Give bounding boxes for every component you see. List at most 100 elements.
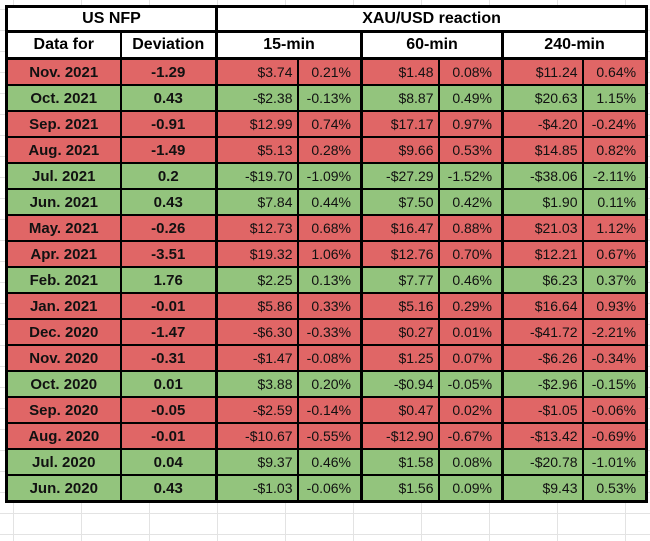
cell-240min-pct: 0.93% (582, 292, 648, 320)
cell-15min-pct: 0.20% (297, 370, 363, 398)
cell-15min-usd: $3.88 (215, 370, 299, 398)
cell-deviation: -0.01 (119, 292, 218, 320)
table-row: Sep. 2021 -0.91 $12.99 0.74% $17.17 0.97… (5, 110, 648, 138)
cell-15min-pct: -0.14% (297, 396, 363, 424)
cell-deviation: -1.29 (119, 57, 218, 86)
cell-60min-pct: 0.02% (438, 396, 504, 424)
cell-deviation: 0.2 (119, 162, 218, 190)
spreadsheet-canvas: US NFP XAU/USD reaction Data for Deviati… (5, 5, 649, 503)
cell-deviation: 0.43 (119, 84, 218, 112)
cell-240min-usd: -$4.20 (501, 110, 584, 138)
cell-60min-pct: 0.08% (438, 448, 504, 476)
nfp-xauusd-reaction-table: US NFP XAU/USD reaction Data for Deviati… (5, 5, 649, 503)
cell-60min-usd: -$12.90 (360, 422, 440, 450)
cell-15min-usd: $12.99 (215, 110, 299, 138)
cell-15min-pct: 1.06% (297, 240, 363, 268)
cell-15min-pct: -0.33% (297, 318, 363, 346)
cell-240min-usd: $1.90 (501, 188, 584, 216)
cell-15min-pct: 0.13% (297, 266, 363, 294)
cell-60min-pct: 0.01% (438, 318, 504, 346)
cell-60min-usd: $9.66 (360, 136, 440, 164)
cell-deviation: 0.01 (119, 370, 218, 398)
cell-deviation: -0.05 (119, 396, 218, 424)
table-row: Jun. 2020 0.43 -$1.03 -0.06% $1.56 0.09%… (5, 474, 648, 503)
cell-240min-usd: -$20.78 (501, 448, 584, 476)
cell-60min-pct: 0.49% (438, 84, 504, 112)
cell-240min-pct: -0.69% (582, 422, 648, 450)
cell-60min-usd: $7.77 (360, 266, 440, 294)
cell-15min-pct: -0.08% (297, 344, 363, 372)
table-row: Jul. 2021 0.2 -$19.70 -1.09% -$27.29 -1.… (5, 162, 648, 190)
table-row: Nov. 2021 -1.29 $3.74 0.21% $1.48 0.08% … (5, 57, 648, 86)
cell-deviation: -0.91 (119, 110, 218, 138)
cell-240min-pct: 0.11% (582, 188, 648, 216)
table-body: Nov. 2021 -1.29 $3.74 0.21% $1.48 0.08% … (5, 57, 648, 503)
cell-240min-usd: $21.03 (501, 214, 584, 242)
cell-60min-usd: $12.76 (360, 240, 440, 268)
cell-240min-pct: -2.21% (582, 318, 648, 346)
cell-60min-usd: $0.27 (360, 318, 440, 346)
table-row: Jun. 2021 0.43 $7.84 0.44% $7.50 0.42% $… (5, 188, 648, 216)
cell-deviation: -0.01 (119, 422, 218, 450)
cell-15min-usd: $7.84 (215, 188, 299, 216)
column-header-60min: 60-min (360, 30, 504, 60)
cell-240min-usd: -$38.06 (501, 162, 584, 190)
cell-data-for: Aug. 2021 (5, 136, 122, 164)
cell-240min-usd: $20.63 (501, 84, 584, 112)
cell-60min-pct: 0.88% (438, 214, 504, 242)
cell-15min-pct: 0.21% (297, 57, 363, 86)
table-row: Aug. 2020 -0.01 -$10.67 -0.55% -$12.90 -… (5, 422, 648, 450)
cell-15min-pct: 0.74% (297, 110, 363, 138)
cell-15min-pct: 0.28% (297, 136, 363, 164)
cell-240min-usd: $12.21 (501, 240, 584, 268)
cell-15min-usd: -$1.03 (215, 474, 299, 503)
cell-240min-pct: -0.34% (582, 344, 648, 372)
cell-60min-pct: 0.29% (438, 292, 504, 320)
column-header-240min: 240-min (501, 30, 648, 60)
cell-data-for: Feb. 2021 (5, 266, 122, 294)
cell-deviation: 0.04 (119, 448, 218, 476)
cell-deviation: -0.31 (119, 344, 218, 372)
cell-data-for: Jun. 2021 (5, 188, 122, 216)
cell-15min-usd: $2.25 (215, 266, 299, 294)
cell-60min-usd: $1.48 (360, 57, 440, 86)
cell-60min-pct: -1.52% (438, 162, 504, 190)
cell-15min-usd: $19.32 (215, 240, 299, 268)
cell-data-for: Sep. 2021 (5, 110, 122, 138)
cell-15min-usd: $12.73 (215, 214, 299, 242)
header-us-nfp: US NFP (5, 5, 218, 33)
cell-data-for: Jan. 2021 (5, 292, 122, 320)
cell-data-for: Dec. 2020 (5, 318, 122, 346)
cell-60min-usd: $1.25 (360, 344, 440, 372)
cell-15min-pct: 0.33% (297, 292, 363, 320)
cell-60min-usd: $17.17 (360, 110, 440, 138)
cell-15min-pct: -0.55% (297, 422, 363, 450)
cell-15min-usd: -$19.70 (215, 162, 299, 190)
cell-data-for: Jul. 2021 (5, 162, 122, 190)
table-row: Apr. 2021 -3.51 $19.32 1.06% $12.76 0.70… (5, 240, 648, 268)
cell-15min-usd: $9.37 (215, 448, 299, 476)
header-group-row: US NFP XAU/USD reaction (5, 5, 648, 33)
table-row: Nov. 2020 -0.31 -$1.47 -0.08% $1.25 0.07… (5, 344, 648, 372)
cell-data-for: Apr. 2021 (5, 240, 122, 268)
column-header-deviation: Deviation (119, 30, 218, 60)
table-row: Jan. 2021 -0.01 $5.86 0.33% $5.16 0.29% … (5, 292, 648, 320)
table-row: Jul. 2020 0.04 $9.37 0.46% $1.58 0.08% -… (5, 448, 648, 476)
cell-15min-pct: 0.46% (297, 448, 363, 476)
cell-240min-pct: 0.37% (582, 266, 648, 294)
cell-15min-usd: -$6.30 (215, 318, 299, 346)
cell-240min-pct: 0.67% (582, 240, 648, 268)
header-columns-row: Data for Deviation 15-min 60-min 240-min (5, 30, 648, 60)
cell-240min-pct: 1.15% (582, 84, 648, 112)
cell-60min-pct: 0.53% (438, 136, 504, 164)
cell-60min-pct: 0.07% (438, 344, 504, 372)
cell-15min-pct: -0.06% (297, 474, 363, 503)
cell-240min-usd: $11.24 (501, 57, 584, 86)
cell-data-for: Nov. 2020 (5, 344, 122, 372)
cell-15min-usd: $5.86 (215, 292, 299, 320)
cell-240min-pct: -0.06% (582, 396, 648, 424)
table-row: Feb. 2021 1.76 $2.25 0.13% $7.77 0.46% $… (5, 266, 648, 294)
cell-240min-pct: -0.24% (582, 110, 648, 138)
cell-240min-usd: -$2.96 (501, 370, 584, 398)
cell-data-for: Jul. 2020 (5, 448, 122, 476)
